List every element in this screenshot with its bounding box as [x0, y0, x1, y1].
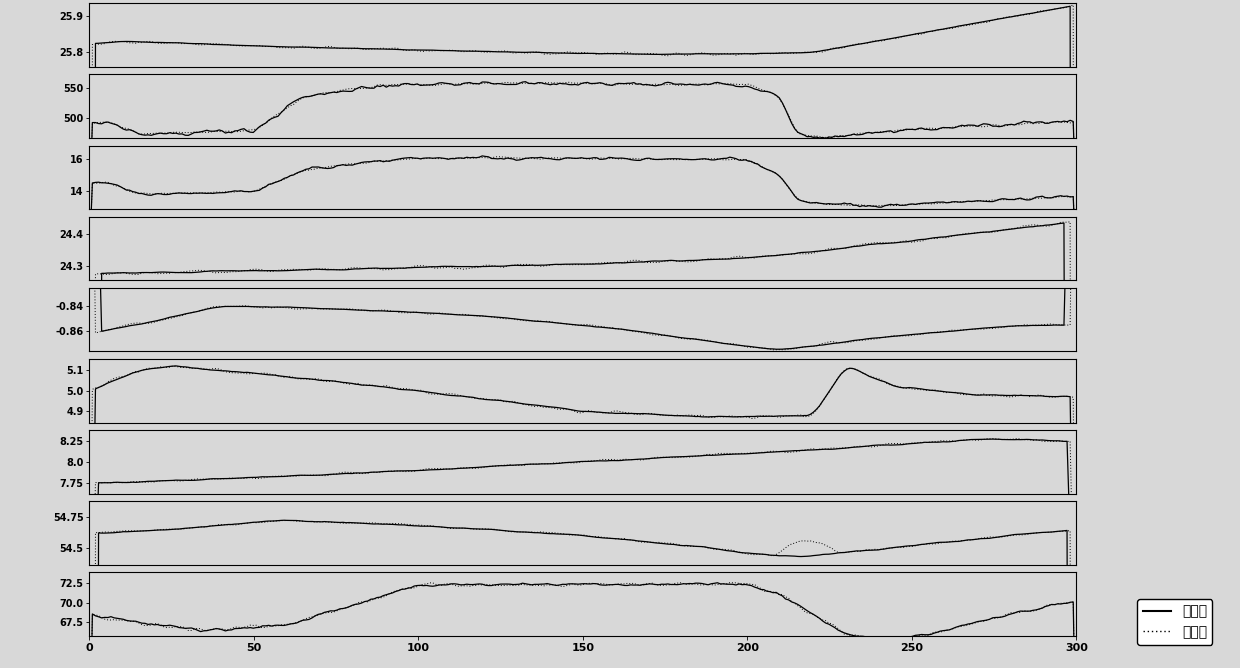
Legend: 实际値, 预估値: 实际値, 预估値: [1137, 599, 1213, 645]
